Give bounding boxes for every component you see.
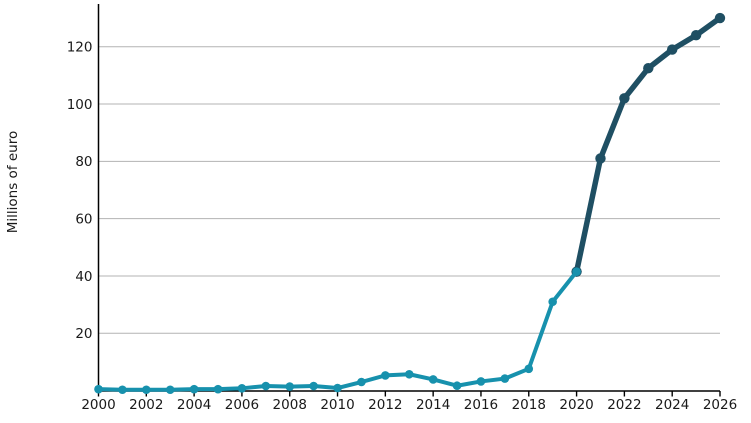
data-point [94, 384, 103, 394]
data-point [572, 267, 581, 276]
data-point [428, 375, 438, 384]
y-tick-label: 120 [67, 40, 93, 56]
y-axis-title: Millions of euro [5, 131, 21, 233]
data-point [237, 384, 247, 393]
x-tick-label: 2008 [273, 397, 307, 413]
x-tick-label: 2006 [225, 397, 259, 413]
data-point [333, 383, 342, 393]
x-tick-label: 2000 [81, 397, 115, 413]
y-tick-label: 100 [67, 97, 93, 113]
series-line [573, 15, 723, 275]
x-tick-label: 2018 [512, 397, 546, 413]
x-tick-label: 2004 [177, 397, 211, 413]
data-point [619, 93, 630, 104]
data-point [500, 374, 510, 383]
data-point [142, 385, 151, 395]
y-tick-label: 80 [75, 154, 92, 170]
data-point [714, 12, 726, 24]
x-tick-label: 2026 [703, 397, 737, 413]
data-point [213, 384, 223, 394]
data-series [94, 12, 726, 395]
x-tick-label: 2024 [655, 397, 689, 413]
data-point [666, 44, 678, 55]
data-point [595, 153, 606, 164]
series-2020-2026-dark-blue [571, 12, 726, 277]
x-tick-label: 2016 [464, 397, 498, 413]
data-point [165, 385, 175, 395]
data-point [261, 381, 271, 391]
x-tick-label: 2020 [559, 397, 593, 413]
series-line [96, 269, 579, 392]
data-point [285, 382, 295, 391]
data-point [524, 364, 534, 374]
data-point [452, 381, 462, 391]
data-point [381, 371, 390, 380]
data-point [404, 369, 414, 379]
x-tick-label: 2002 [129, 397, 163, 413]
y-tick-label: 60 [75, 211, 92, 227]
data-point [118, 385, 127, 395]
y-tick-label: 40 [75, 269, 92, 285]
x-tick-label: 2012 [368, 397, 402, 413]
data-point [548, 297, 557, 307]
data-point [309, 381, 318, 391]
data-point [643, 62, 654, 74]
data-point [357, 377, 366, 387]
x-tick-label: 2010 [320, 397, 354, 413]
gridlines [98, 46, 720, 334]
data-point [476, 377, 486, 386]
series-2000-2020-teal [94, 267, 581, 395]
axes [97, 4, 721, 397]
x-tick-label: 2022 [607, 397, 641, 413]
data-point [189, 384, 199, 394]
y-tick-label: 20 [75, 326, 92, 342]
x-tick-label: 2014 [416, 397, 450, 413]
tick-labels: 2000 2002 2004 2006 2008 2010 2012 2014 2016 2018… [67, 40, 737, 414]
data-point [690, 30, 702, 41]
